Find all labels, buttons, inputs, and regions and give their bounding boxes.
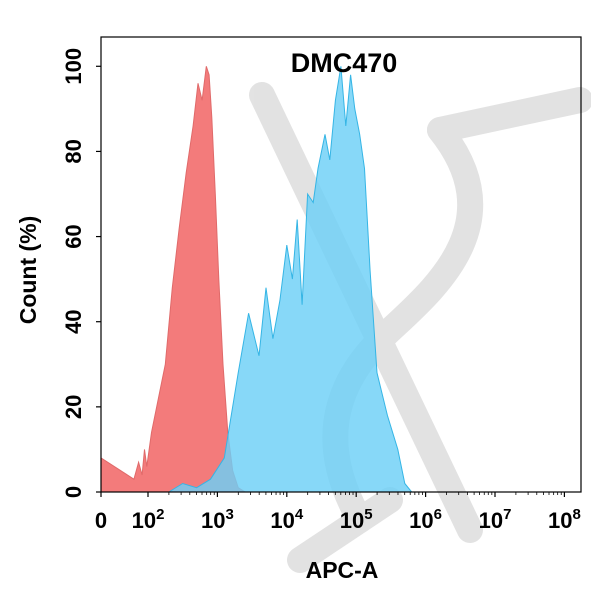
chart-title: DMC470 [291,48,398,78]
y-tick-label: 20 [61,395,86,419]
y-tick-label: 0 [61,486,86,498]
y-tick-label: 40 [61,309,86,333]
y-tick-label: 80 [61,139,86,163]
y-tick-label: 100 [61,48,86,85]
y-axis-title: Count (%) [15,216,41,325]
x-axis-title: APC-A [306,557,379,583]
y-axis: 0 20 40 60 80 100 [61,48,101,498]
x-tick-label: 103 [201,506,234,533]
y-tick-label: 60 [61,224,86,248]
x-tick-label: 0 [95,508,107,533]
x-tick-label: 107 [479,506,512,533]
x-tick-label: 104 [270,506,303,533]
x-tick-label: 106 [409,506,442,533]
series-area-1 [100,66,247,493]
x-tick-label: 108 [548,506,581,533]
series-layer [100,66,413,493]
series-area-2 [167,66,413,493]
x-tick-label: 102 [132,506,165,533]
